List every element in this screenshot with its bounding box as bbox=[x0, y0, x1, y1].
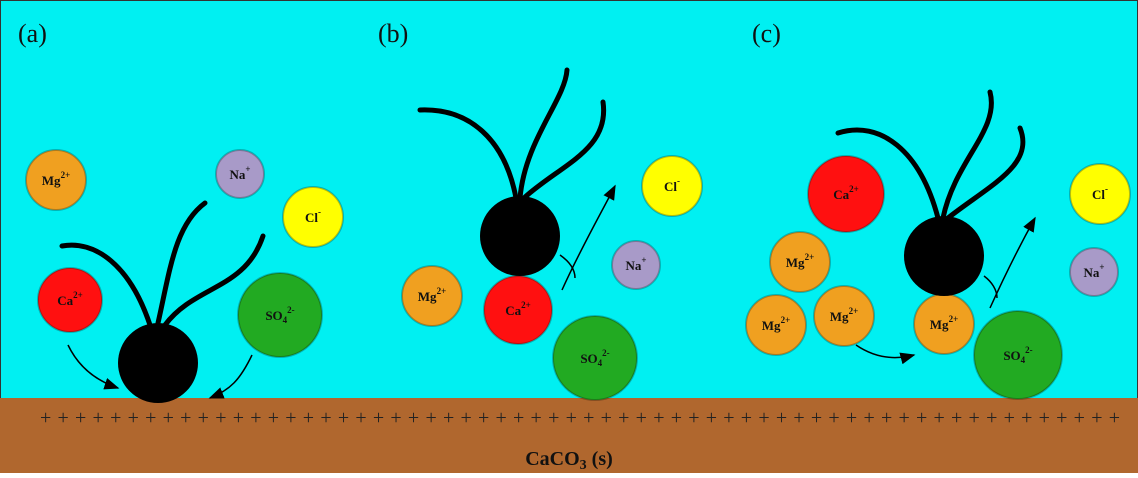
ion-symbol: Mg bbox=[830, 309, 849, 324]
ion-symbol: SO bbox=[580, 351, 597, 366]
ion-charge: 2+ bbox=[73, 290, 83, 300]
ion-charge: 2+ bbox=[61, 170, 71, 180]
surface-label: CaCO3 (s) bbox=[525, 448, 613, 473]
ion-symbol: Cl bbox=[1092, 187, 1105, 202]
ion-charge: 2+ bbox=[437, 286, 447, 296]
ion-symbol: Na bbox=[229, 167, 245, 182]
ion-symbol: Mg bbox=[762, 318, 781, 333]
ion-charge: 2+ bbox=[805, 252, 815, 262]
surfactant-head bbox=[118, 323, 198, 403]
ion-charge: 2+ bbox=[521, 300, 531, 310]
ion-subscript: 4 bbox=[598, 358, 603, 368]
panel-label: (b) bbox=[378, 19, 408, 48]
surface-charges: + + + + + + + + + + + + + + + + + + + + … bbox=[40, 407, 1120, 429]
ion-charge: 2- bbox=[287, 305, 295, 315]
ion-charge: + bbox=[641, 255, 646, 265]
ion-charge: 2+ bbox=[949, 314, 959, 324]
ion-charge: 2+ bbox=[849, 184, 859, 194]
ion-symbol: Cl bbox=[305, 210, 318, 225]
ion-symbol: Ca bbox=[505, 303, 521, 318]
ion-charge: - bbox=[318, 207, 321, 217]
ion-symbol: SO bbox=[1003, 348, 1020, 363]
ion-symbol: Ca bbox=[57, 293, 73, 308]
ion-charge: 2- bbox=[1025, 345, 1033, 355]
ion-symbol: Na bbox=[625, 258, 641, 273]
ion-symbol: Mg bbox=[786, 255, 805, 270]
ion-charge: + bbox=[1099, 262, 1104, 272]
label-suffix: (s) bbox=[587, 448, 613, 470]
ion-symbol: Mg bbox=[418, 289, 437, 304]
ion-charge: - bbox=[1105, 184, 1108, 194]
panel-label: (c) bbox=[752, 19, 781, 48]
ion-subscript: 4 bbox=[1021, 355, 1026, 365]
panel-label: (a) bbox=[18, 19, 47, 48]
ion-charge: - bbox=[677, 176, 680, 186]
label-text: CaCO bbox=[525, 448, 579, 470]
ion-symbol: SO bbox=[265, 308, 282, 323]
ion-subscript: 4 bbox=[283, 315, 288, 325]
ion-symbol: Na bbox=[1083, 265, 1099, 280]
ion-symbol: Mg bbox=[42, 173, 61, 188]
ion-charge: 2+ bbox=[849, 306, 859, 316]
ion-charge: 2- bbox=[602, 348, 610, 358]
ion-symbol: Cl bbox=[664, 179, 677, 194]
label-sub: 3 bbox=[580, 458, 587, 473]
surfactant-head bbox=[480, 196, 560, 276]
ion-charge: + bbox=[245, 164, 250, 174]
ion-symbol: Ca bbox=[833, 187, 849, 202]
figure: Mg2+Na+Cl-Ca2+SO42-Mg2+Ca2+Cl-Na+SO42-Ca… bbox=[0, 0, 1138, 473]
surfactant-head bbox=[904, 216, 984, 296]
ion-symbol: Mg bbox=[930, 317, 949, 332]
ion-charge: 2+ bbox=[781, 315, 791, 325]
